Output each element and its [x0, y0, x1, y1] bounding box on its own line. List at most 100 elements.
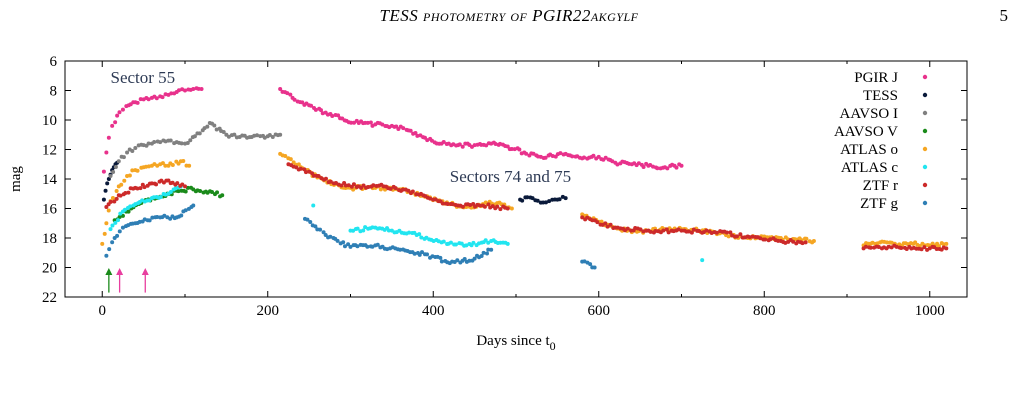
legend-entry: ATLAS c	[841, 160, 928, 176]
data-point	[120, 213, 125, 218]
data-point	[183, 208, 188, 213]
data-point	[505, 206, 510, 211]
data-point	[412, 251, 417, 256]
data-point	[489, 247, 494, 252]
data-point	[168, 190, 173, 195]
data-point	[440, 201, 445, 206]
data-point	[138, 97, 143, 102]
data-point	[328, 234, 333, 239]
data-point	[922, 245, 927, 250]
data-point	[128, 204, 133, 209]
data-point	[876, 245, 881, 250]
data-point	[112, 199, 117, 204]
data-point	[197, 131, 202, 136]
data-point	[363, 225, 368, 230]
data-point	[119, 182, 124, 187]
data-point	[305, 217, 310, 222]
legend-marker	[922, 164, 928, 170]
data-point	[894, 244, 899, 249]
data-point	[625, 226, 630, 231]
data-point	[135, 186, 140, 191]
data-point	[133, 146, 138, 151]
series-ztf-r	[104, 162, 949, 252]
data-point	[212, 123, 217, 128]
data-point	[328, 179, 333, 184]
data-point	[155, 215, 160, 220]
data-point	[425, 252, 430, 257]
data-point	[944, 241, 949, 246]
data-point	[889, 240, 894, 245]
data-point	[154, 182, 159, 187]
x-tick-label: 600	[588, 303, 611, 319]
data-point	[800, 241, 805, 246]
data-point	[768, 237, 773, 242]
data-point	[419, 235, 424, 240]
y-tick-label: 16	[42, 202, 58, 218]
data-point	[467, 258, 472, 263]
data-point	[863, 244, 868, 249]
data-point	[934, 246, 939, 251]
data-point	[215, 190, 220, 195]
data-point	[530, 196, 535, 201]
data-point	[142, 185, 147, 190]
legend-entry: AAVSO V	[834, 124, 928, 140]
data-point	[170, 162, 175, 167]
data-point	[285, 91, 290, 96]
data-point	[323, 176, 328, 181]
data-point	[482, 204, 487, 209]
data-point	[160, 161, 165, 166]
data-point	[114, 188, 119, 193]
data-point	[179, 141, 184, 146]
data-point	[278, 87, 283, 92]
data-point	[944, 246, 949, 251]
running-title: TESS photometry of PGIR22akgylf	[379, 6, 639, 25]
data-point	[110, 223, 115, 228]
data-point	[106, 177, 111, 181]
data-point	[221, 129, 226, 134]
data-point	[648, 229, 653, 234]
data-point	[460, 144, 465, 149]
data-point	[486, 240, 491, 245]
series-pgir-j	[101, 86, 684, 174]
data-point	[407, 230, 412, 235]
data-point	[188, 138, 193, 143]
annotation-label: Sectors 74 and 75	[450, 167, 571, 186]
data-point	[596, 154, 601, 159]
data-point	[127, 173, 132, 178]
data-point	[674, 165, 679, 170]
data-point	[185, 185, 190, 190]
y-tick-label: 6	[50, 54, 58, 70]
data-point	[479, 253, 484, 258]
page-header: TESS photometry of PGIR22akgylf 5	[0, 6, 1018, 34]
data-point	[288, 92, 293, 97]
data-point	[346, 183, 351, 188]
data-point	[179, 213, 184, 218]
data-point	[563, 196, 568, 201]
data-point	[462, 257, 467, 262]
data-point	[318, 227, 323, 232]
data-point	[359, 185, 364, 190]
data-point	[361, 228, 366, 233]
data-point	[520, 198, 525, 203]
data-point	[116, 218, 121, 223]
legend-label: ATLAS c	[841, 160, 898, 176]
data-point	[146, 97, 151, 102]
data-point	[697, 228, 702, 233]
data-point	[641, 164, 646, 169]
data-point	[495, 204, 500, 209]
data-point	[104, 221, 109, 226]
data-point	[135, 168, 140, 173]
data-point	[417, 252, 422, 257]
data-point	[661, 228, 666, 233]
data-point	[126, 209, 131, 214]
data-point	[175, 181, 180, 186]
data-point	[196, 86, 201, 91]
data-point	[205, 124, 210, 129]
data-point	[401, 126, 406, 131]
data-point	[386, 228, 391, 233]
data-point	[448, 240, 453, 245]
data-point	[580, 215, 585, 220]
data-point	[655, 166, 660, 171]
data-point	[591, 153, 596, 158]
